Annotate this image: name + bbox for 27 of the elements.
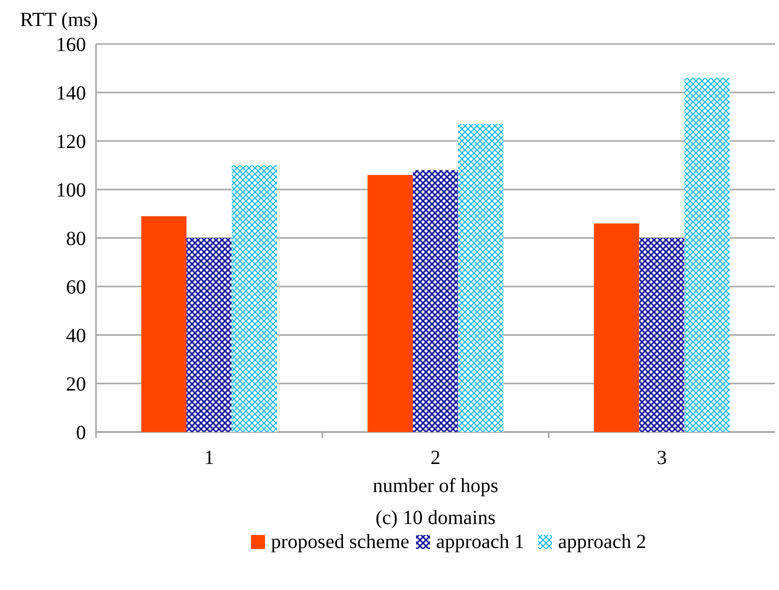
y-tick-label: 100 xyxy=(56,180,86,202)
x-tick-label: 2 xyxy=(430,447,440,469)
y-tick-label: 80 xyxy=(66,228,86,250)
bar xyxy=(412,170,458,432)
y-tick-label: 160 xyxy=(56,34,86,56)
legend-label: approach 1 xyxy=(436,531,524,553)
bar xyxy=(458,124,504,432)
bar xyxy=(594,223,640,432)
x-tick-label: 1 xyxy=(204,447,214,469)
x-tick-label: 3 xyxy=(656,447,667,469)
legend-label: approach 2 xyxy=(558,531,646,553)
bar xyxy=(141,216,187,432)
y-tick-label: 40 xyxy=(66,325,86,347)
bar xyxy=(232,165,278,432)
x-axis-title: number of hops xyxy=(372,475,498,497)
bar xyxy=(639,238,684,432)
bar xyxy=(186,238,232,432)
y-tick-label: 60 xyxy=(66,276,86,298)
y-axis-title: RTT (ms) xyxy=(20,9,98,31)
y-tick-label: 140 xyxy=(56,82,86,104)
text: (c) 10 domains xyxy=(376,507,496,529)
y-tick-label: 120 xyxy=(56,131,86,153)
y-tick-label: 0 xyxy=(76,422,86,444)
y-tick-label: 20 xyxy=(66,374,86,396)
bar xyxy=(368,174,413,432)
bar xyxy=(684,78,730,432)
legend-label: proposed scheme xyxy=(271,531,410,553)
